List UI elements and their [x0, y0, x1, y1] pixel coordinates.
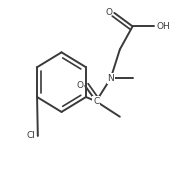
- Text: Cl: Cl: [26, 131, 35, 140]
- Text: O: O: [76, 82, 83, 90]
- Text: C: C: [93, 97, 99, 106]
- Text: N: N: [107, 74, 114, 83]
- Text: O: O: [106, 8, 112, 17]
- Text: OH: OH: [156, 22, 170, 31]
